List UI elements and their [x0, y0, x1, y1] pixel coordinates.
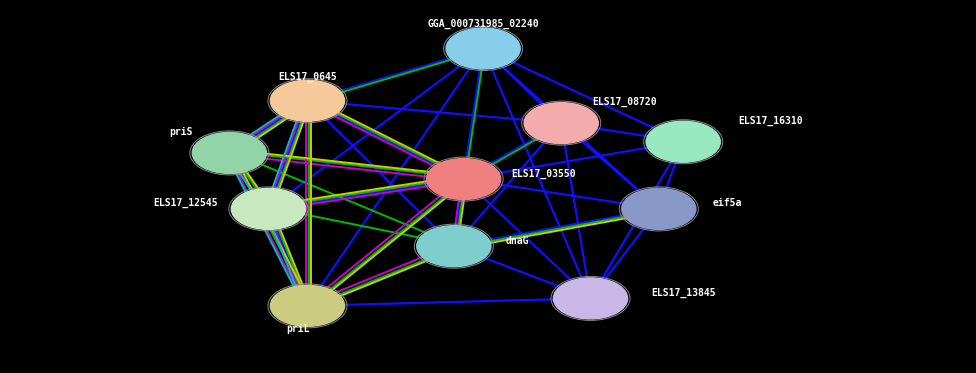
Text: priL: priL	[286, 324, 309, 334]
Text: eif5a: eif5a	[712, 198, 742, 208]
Ellipse shape	[192, 132, 266, 173]
Ellipse shape	[646, 121, 720, 162]
Ellipse shape	[553, 278, 628, 319]
Text: dnaG: dnaG	[506, 236, 529, 245]
Text: priS: priS	[169, 128, 192, 137]
Ellipse shape	[622, 188, 696, 229]
Ellipse shape	[270, 80, 345, 121]
Text: ELS17_08720: ELS17_08720	[592, 96, 657, 107]
Text: ELS17_16310: ELS17_16310	[739, 116, 803, 126]
Text: ELS17_0645: ELS17_0645	[278, 72, 337, 82]
Ellipse shape	[231, 188, 305, 229]
Ellipse shape	[524, 103, 598, 144]
Text: ELS17_13845: ELS17_13845	[651, 288, 715, 298]
Ellipse shape	[446, 28, 520, 69]
Ellipse shape	[270, 285, 345, 326]
Text: ELS17_03550: ELS17_03550	[511, 168, 576, 179]
Text: GGA_000731985_02240: GGA_000731985_02240	[427, 19, 539, 29]
Text: ELS17_12545: ELS17_12545	[153, 198, 218, 209]
Ellipse shape	[427, 159, 501, 200]
Ellipse shape	[417, 226, 491, 267]
